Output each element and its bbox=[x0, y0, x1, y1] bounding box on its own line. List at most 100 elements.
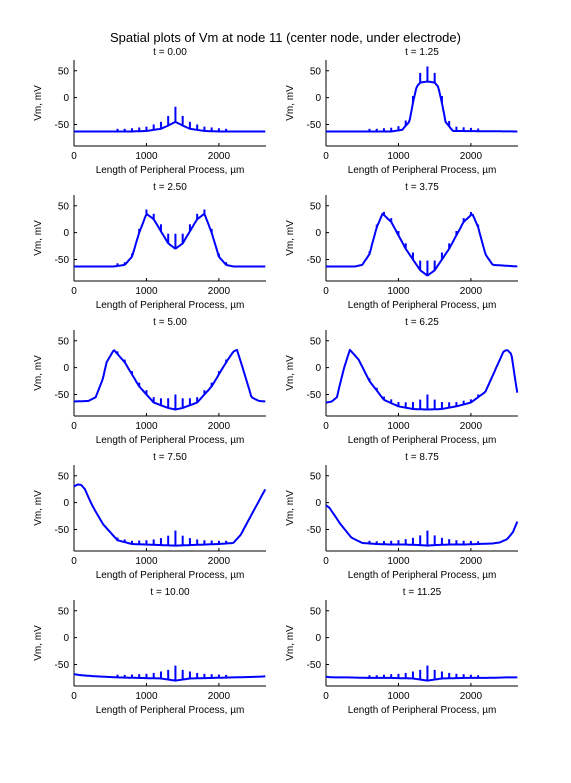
y-tick-label: 0 bbox=[315, 498, 321, 509]
y-axis-label: Vm, mV bbox=[285, 490, 296, 526]
y-tick-label: 50 bbox=[310, 336, 322, 347]
vm-trace bbox=[74, 212, 266, 268]
x-tick-label: 2000 bbox=[208, 691, 231, 702]
panel-7: t = 7.50 50 0 -50 0 1000 2000 Length of Periphe… bbox=[33, 452, 267, 581]
x-axis-label: Length of Peripheral Process, µm bbox=[348, 165, 497, 176]
x-axis-label: Length of Peripheral Process, µm bbox=[348, 705, 497, 716]
panel-title: t = 7.50 bbox=[153, 452, 187, 463]
panel-2: t = 1.25 50 0 -50 0 1000 2000 Length of Periphe… bbox=[285, 47, 518, 176]
x-tick-label: 1000 bbox=[387, 286, 410, 297]
vm-trace bbox=[326, 675, 518, 682]
y-tick-label: -50 bbox=[55, 390, 70, 401]
y-axis-label: Vm, mV bbox=[33, 625, 44, 661]
x-tick-label: 0 bbox=[71, 421, 77, 432]
y-tick-label: 0 bbox=[315, 363, 321, 374]
y-tick-label: -50 bbox=[307, 255, 322, 266]
x-tick-label: 2000 bbox=[208, 151, 231, 162]
y-tick-label: 50 bbox=[58, 201, 70, 212]
panel-title: t = 0.00 bbox=[153, 47, 187, 58]
x-tick-label: 2000 bbox=[460, 151, 483, 162]
x-axis-label: Length of Peripheral Process, µm bbox=[96, 435, 245, 446]
y-tick-label: 0 bbox=[63, 498, 69, 509]
y-axis-label: Vm, mV bbox=[285, 355, 296, 391]
y-tick-label: 50 bbox=[310, 471, 322, 482]
panel-title: t = 6.25 bbox=[405, 317, 439, 328]
panel-title: t = 10.00 bbox=[150, 587, 190, 598]
x-tick-label: 0 bbox=[71, 286, 77, 297]
x-tick-label: 2000 bbox=[208, 286, 231, 297]
panel-3: t = 2.50 50 0 -50 0 1000 2000 Length of Periphe… bbox=[33, 182, 266, 311]
x-axis-label: Length of Peripheral Process, µm bbox=[96, 165, 245, 176]
x-tick-label: 0 bbox=[323, 286, 329, 297]
y-tick-label: 50 bbox=[58, 66, 70, 77]
y-tick-label: 50 bbox=[310, 66, 322, 77]
y-tick-label: 0 bbox=[63, 363, 69, 374]
x-axis-label: Length of Peripheral Process, µm bbox=[348, 570, 497, 581]
x-tick-label: 1000 bbox=[135, 421, 158, 432]
x-axis-label: Length of Peripheral Process, µm bbox=[96, 705, 245, 716]
x-tick-label: 0 bbox=[323, 691, 329, 702]
x-axis-label: Length of Peripheral Process, µm bbox=[96, 300, 245, 311]
panel-6: t = 6.25 50 0 -50 0 1000 2000 Length of Periphe… bbox=[285, 317, 519, 446]
y-tick-label: -50 bbox=[307, 120, 322, 131]
x-tick-label: 0 bbox=[323, 556, 329, 567]
panel-title: t = 8.75 bbox=[405, 452, 439, 463]
y-tick-label: 0 bbox=[63, 633, 69, 644]
x-tick-label: 2000 bbox=[208, 421, 231, 432]
vm-trace bbox=[73, 348, 266, 411]
figure-suptitle: Spatial plots of Vm at node 11 (center n… bbox=[110, 30, 461, 45]
y-tick-label: 50 bbox=[310, 606, 322, 617]
panel-10: t = 11.25 50 0 -50 0 1000 2000 Length of Periph… bbox=[285, 587, 518, 716]
y-axis-label: Vm, mV bbox=[285, 625, 296, 661]
x-axis-label: Length of Peripheral Process, µm bbox=[348, 435, 497, 446]
x-tick-label: 1000 bbox=[135, 556, 158, 567]
panel-9: t = 10.00 50 0 -50 0 1000 2000 Length of Periph… bbox=[33, 587, 266, 716]
vm-trace bbox=[74, 121, 266, 133]
x-tick-label: 2000 bbox=[460, 286, 483, 297]
panel-title: t = 2.50 bbox=[153, 182, 187, 193]
vm-trace bbox=[73, 483, 267, 547]
y-axis-label: Vm, mV bbox=[33, 220, 44, 256]
x-tick-label: 0 bbox=[71, 151, 77, 162]
panel-4: t = 3.75 50 0 -50 0 1000 2000 Length of Periphe… bbox=[285, 182, 518, 311]
vm-trace bbox=[326, 212, 518, 277]
y-tick-label: -50 bbox=[55, 525, 70, 536]
x-tick-label: 2000 bbox=[208, 556, 231, 567]
x-axis-label: Length of Peripheral Process, µm bbox=[348, 300, 497, 311]
y-axis-label: Vm, mV bbox=[285, 85, 296, 121]
x-tick-label: 1000 bbox=[387, 151, 410, 162]
y-tick-label: 0 bbox=[63, 93, 69, 104]
y-tick-label: 0 bbox=[315, 633, 321, 644]
x-tick-label: 0 bbox=[71, 556, 77, 567]
panel-title: t = 3.75 bbox=[405, 182, 439, 193]
x-tick-label: 1000 bbox=[387, 421, 410, 432]
x-tick-label: 1000 bbox=[387, 691, 410, 702]
vm-trace bbox=[326, 80, 518, 133]
x-tick-label: 1000 bbox=[135, 151, 158, 162]
y-tick-label: 50 bbox=[58, 336, 70, 347]
y-tick-label: 0 bbox=[63, 228, 69, 239]
y-tick-label: 0 bbox=[315, 228, 321, 239]
vm-trace bbox=[325, 504, 519, 547]
x-tick-label: 1000 bbox=[387, 556, 410, 567]
y-axis-label: Vm, mV bbox=[285, 220, 296, 256]
x-tick-label: 2000 bbox=[460, 421, 483, 432]
panel-5: t = 5.00 50 0 -50 0 1000 2000 Length of Periphe… bbox=[33, 317, 266, 446]
y-tick-label: 50 bbox=[58, 471, 70, 482]
x-tick-label: 2000 bbox=[460, 556, 483, 567]
panel-1: t = 0.00 50 0 -50 0 1000 2000 Length of Periphe… bbox=[33, 47, 266, 176]
panel-title: t = 1.25 bbox=[405, 47, 439, 58]
panel-title: t = 11.25 bbox=[403, 587, 442, 598]
y-tick-label: 50 bbox=[310, 201, 322, 212]
y-axis-label: Vm, mV bbox=[33, 85, 44, 121]
y-axis-label: Vm, mV bbox=[33, 490, 44, 526]
y-tick-label: -50 bbox=[55, 255, 70, 266]
x-tick-label: 0 bbox=[323, 421, 329, 432]
vm-trace bbox=[73, 673, 266, 682]
y-tick-label: -50 bbox=[307, 525, 322, 536]
panel-title: t = 5.00 bbox=[153, 317, 187, 328]
x-tick-label: 2000 bbox=[460, 691, 483, 702]
panel-8: t = 8.75 50 0 -50 0 1000 2000 Length of Periphe… bbox=[285, 452, 519, 581]
y-tick-label: -50 bbox=[55, 660, 70, 671]
